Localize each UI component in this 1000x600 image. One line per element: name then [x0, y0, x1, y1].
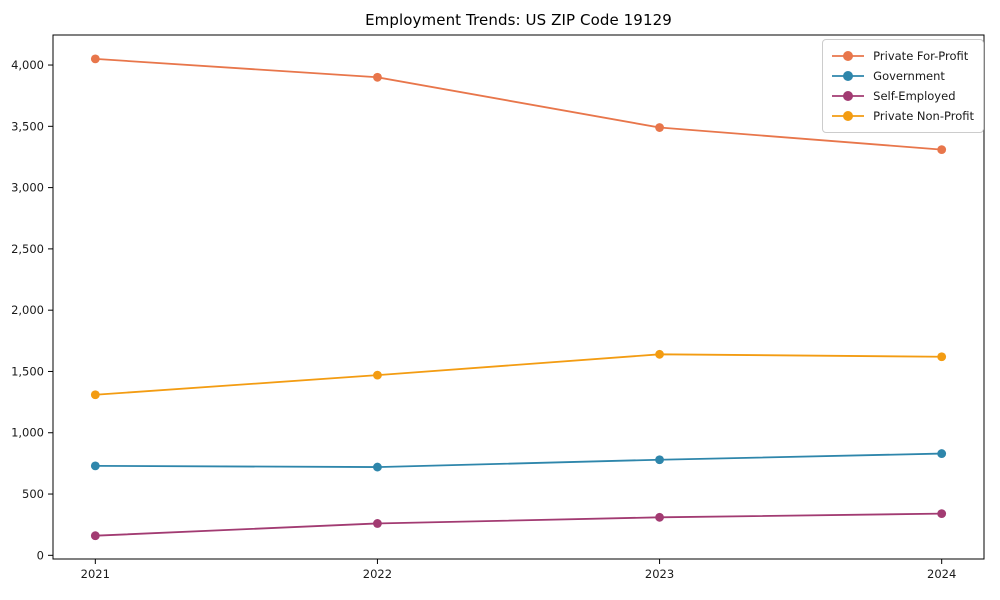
y-tick-label: 4,000	[11, 58, 44, 72]
data-point-government-2022	[373, 462, 382, 472]
x-tick-label: 2021	[81, 567, 110, 581]
x-tick-label: 2023	[645, 567, 674, 581]
x-tick-label: 2022	[363, 567, 392, 581]
x-tick-label: 2024	[927, 567, 956, 581]
data-point-government-2024	[937, 449, 947, 458]
data-point-self-employed-2021	[90, 531, 100, 541]
data-point-self-employed-2023	[655, 512, 664, 522]
plot-frame	[52, 34, 985, 560]
series-line-self-employed	[95, 512, 942, 537]
legend-label: Private For-Profit	[873, 49, 969, 63]
legend-line-marker-icon	[832, 91, 865, 101]
legend-line-marker-icon	[832, 111, 865, 121]
series-line-private-non-profit	[95, 353, 942, 396]
y-tick-label: 2,500	[11, 242, 44, 256]
legend-label: Self-Employed	[873, 89, 956, 103]
legend-label: Government	[873, 69, 945, 83]
y-tick-label: 1,000	[11, 426, 44, 440]
y-tick-label: 3,000	[11, 181, 44, 195]
y-tick-label: 0	[37, 548, 44, 562]
legend-item-government: Government	[831, 68, 974, 84]
legend-item-self-employed: Self-Employed	[831, 88, 974, 104]
y-tick-label: 1,500	[11, 364, 44, 378]
data-point-private-for-profit-2021	[90, 54, 100, 64]
data-point-private-for-profit-2024	[937, 145, 947, 155]
data-point-private-non-profit-2021	[90, 390, 100, 400]
data-point-self-employed-2024	[937, 509, 947, 519]
data-point-private-for-profit-2022	[373, 72, 382, 82]
y-tick-label: 3,500	[11, 119, 44, 133]
chart-title: Employment Trends: US ZIP Code 19129	[365, 11, 672, 29]
legend-line-marker-icon	[832, 51, 865, 61]
data-point-self-employed-2022	[373, 519, 382, 528]
series-line-private-for-profit	[95, 58, 942, 151]
series-line-government	[95, 452, 942, 468]
y-tick-label: 2,000	[11, 303, 44, 317]
legend-item-private-non-profit: Private Non-Profit	[831, 108, 974, 124]
legend: Private For-Profit Government Self-Employe…	[822, 39, 984, 133]
legend-label: Private Non-Profit	[873, 109, 974, 123]
data-point-government-2023	[655, 455, 664, 465]
data-point-government-2021	[90, 461, 100, 471]
data-point-private-non-profit-2023	[655, 349, 664, 359]
data-point-private-non-profit-2024	[937, 352, 947, 362]
data-point-private-for-profit-2023	[655, 123, 664, 132]
y-tick-label: 500	[22, 487, 44, 501]
legend-line-marker-icon	[832, 71, 865, 81]
data-point-private-non-profit-2022	[373, 370, 382, 380]
legend-item-private-for-profit: Private For-Profit	[831, 48, 974, 64]
